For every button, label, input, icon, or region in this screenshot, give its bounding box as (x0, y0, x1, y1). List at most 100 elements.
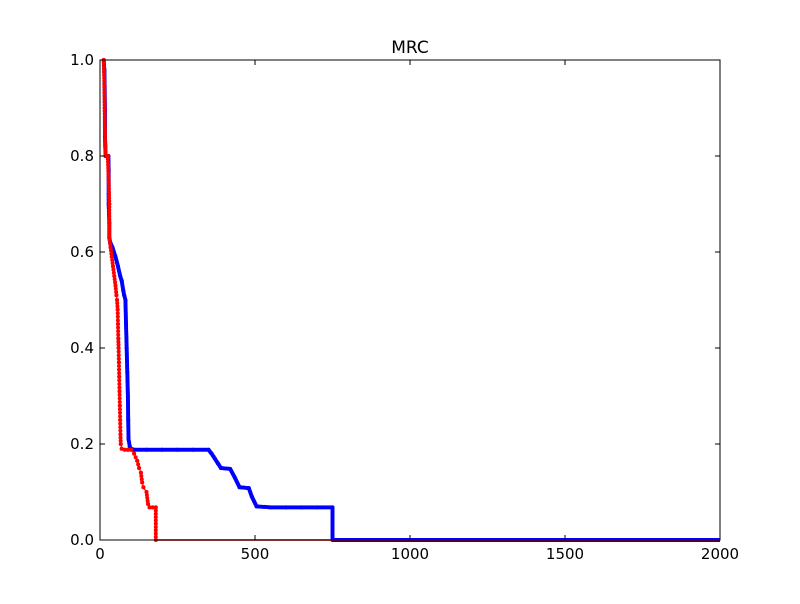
series-1-point (144, 490, 149, 494)
series-1-point (113, 283, 118, 288)
plot-frame (99, 59, 721, 541)
series-1-point (145, 496, 150, 500)
series-1-point (118, 442, 123, 446)
series-1-point (107, 208, 112, 213)
y-tick-label: 0.6 (70, 243, 94, 261)
series-1-point (132, 451, 137, 456)
series-1-point (103, 148, 108, 152)
series-1-point (113, 280, 118, 285)
series-1-point (135, 458, 140, 463)
series-1-point (153, 534, 158, 539)
series-1-point (107, 217, 112, 222)
series-1-point (153, 511, 158, 516)
series-1 (101, 58, 720, 542)
series-1-point (112, 277, 117, 282)
series-1-point (139, 477, 144, 482)
series-1-point (115, 314, 120, 319)
series-1-point (106, 190, 111, 194)
series-1-point (107, 214, 112, 219)
series-1-point (102, 109, 107, 113)
series-1-point (110, 258, 115, 262)
series-1-point (107, 226, 112, 231)
series-1-point (107, 223, 112, 228)
series-1-point (117, 407, 122, 412)
series-1-point (109, 254, 114, 259)
series-1-point (116, 349, 121, 354)
series-1-point (102, 91, 107, 95)
series-1-point (117, 374, 122, 379)
series-1-point (136, 462, 141, 467)
series-1-point (117, 371, 122, 376)
series-1-point (116, 353, 121, 358)
series-1-point (101, 64, 106, 68)
series-1-point (107, 229, 112, 234)
series-1-point (138, 470, 143, 475)
series-1-line (103, 59, 720, 541)
series-1-point (107, 211, 112, 216)
series-0 (101, 58, 720, 542)
series-1-point (102, 124, 107, 128)
series-1-point (118, 410, 122, 415)
series-1-point (102, 118, 107, 122)
series-1-point (102, 127, 107, 131)
series-1-point (106, 163, 111, 167)
series-1-point (108, 248, 113, 253)
series-1-point (102, 112, 107, 116)
series-1-point (147, 505, 152, 510)
series-1-point (129, 447, 133, 452)
series-1-point (102, 82, 107, 86)
series-1-point (105, 160, 110, 164)
series-1-point (153, 528, 158, 533)
series-1-point (115, 298, 120, 302)
series-1-point (105, 154, 110, 158)
series-1-point (103, 139, 108, 143)
series-1-point (116, 339, 121, 344)
x-tick-label: 0 (95, 545, 105, 563)
series-1-point (117, 382, 122, 386)
series-1-point (116, 364, 121, 368)
series-1-point (137, 466, 142, 470)
series-1-point (117, 378, 122, 383)
series-1-point (116, 329, 121, 334)
series-1-point (103, 133, 108, 137)
chart-title: MRC (391, 38, 429, 58)
series-1-point (102, 97, 107, 101)
series-1-point (153, 505, 158, 510)
series-1-point (118, 418, 123, 422)
series-1-point (118, 435, 123, 440)
x-tick-label: 2000 (701, 545, 739, 563)
series-1-point (118, 428, 123, 433)
x-tick-label: 500 (241, 545, 270, 563)
series-1-point (106, 169, 111, 173)
series-1-point (103, 145, 108, 149)
y-tick-label: 0.0 (70, 531, 94, 549)
series-1-point (101, 67, 106, 71)
series-1-point (103, 136, 108, 140)
series-1-point (107, 193, 112, 197)
series-1-point (153, 515, 158, 520)
series-1-point (118, 414, 123, 419)
series-1-point (118, 425, 123, 430)
series-1-point (105, 157, 110, 161)
x-tick-label: 1000 (391, 545, 429, 563)
series-1-point (145, 499, 150, 503)
series-1-point (114, 293, 119, 298)
series-1-point (115, 311, 120, 316)
series-1-point (117, 396, 122, 401)
series-1-point (107, 196, 112, 200)
series-1-point (117, 389, 122, 394)
series-1-point (150, 505, 155, 510)
series-1-point (102, 88, 107, 92)
series-1-point (106, 181, 111, 185)
series-1-point (102, 73, 107, 77)
series-1-point (106, 178, 111, 182)
series-1-point (117, 367, 122, 372)
series-1-point (141, 485, 146, 490)
y-tick-label: 0.2 (70, 435, 94, 453)
series-1-point (102, 106, 107, 110)
series-1-point (101, 61, 106, 65)
series-1-point (111, 267, 116, 272)
series-1-point (106, 187, 111, 191)
